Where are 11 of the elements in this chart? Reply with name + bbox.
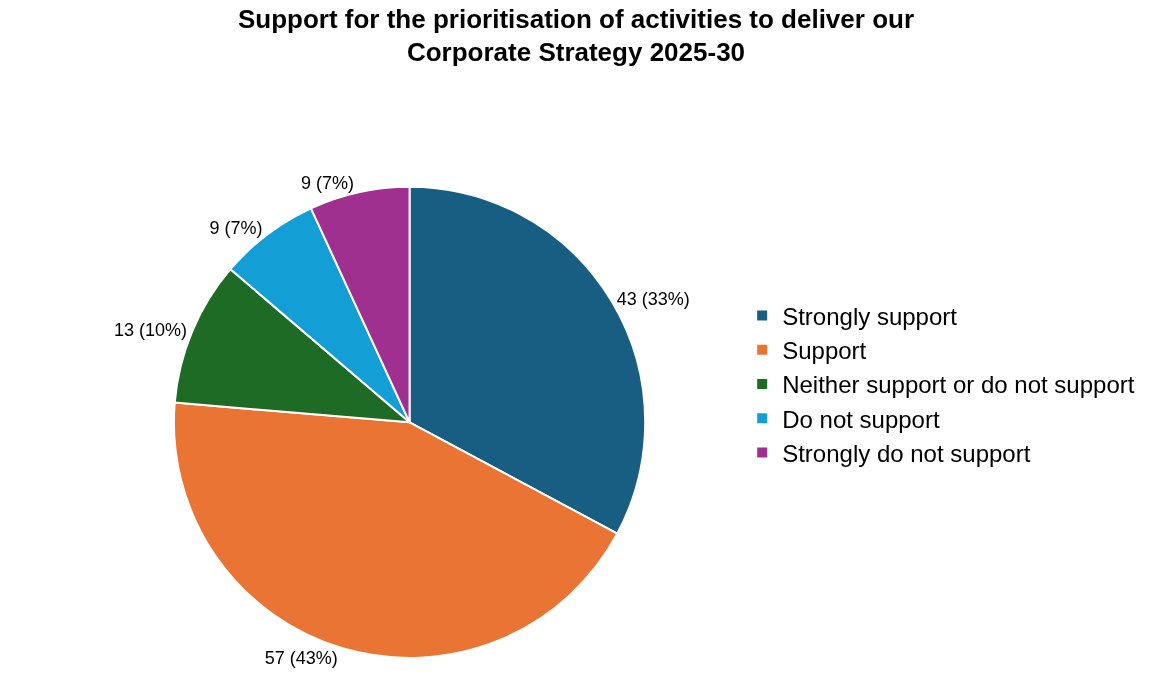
data-label: 57 (43%) [264, 647, 338, 668]
data-label: 43 (33%) [616, 288, 690, 309]
chart-title: Support for the prioritisation of activities to deliver our Corporate Strategy 2025-30 [237, 3, 915, 68]
legend-label: Support [782, 337, 867, 365]
legend-label: Do not support [782, 405, 940, 433]
data-label: 9 (7%) [209, 218, 263, 239]
legend-label: Neither support or do not support [782, 371, 1135, 399]
data-label: 9 (7%) [301, 172, 355, 193]
data-label: 13 (10%) [114, 320, 188, 341]
legend-label: Strongly support [782, 302, 958, 330]
legend-label: Strongly do not support [782, 439, 1031, 467]
